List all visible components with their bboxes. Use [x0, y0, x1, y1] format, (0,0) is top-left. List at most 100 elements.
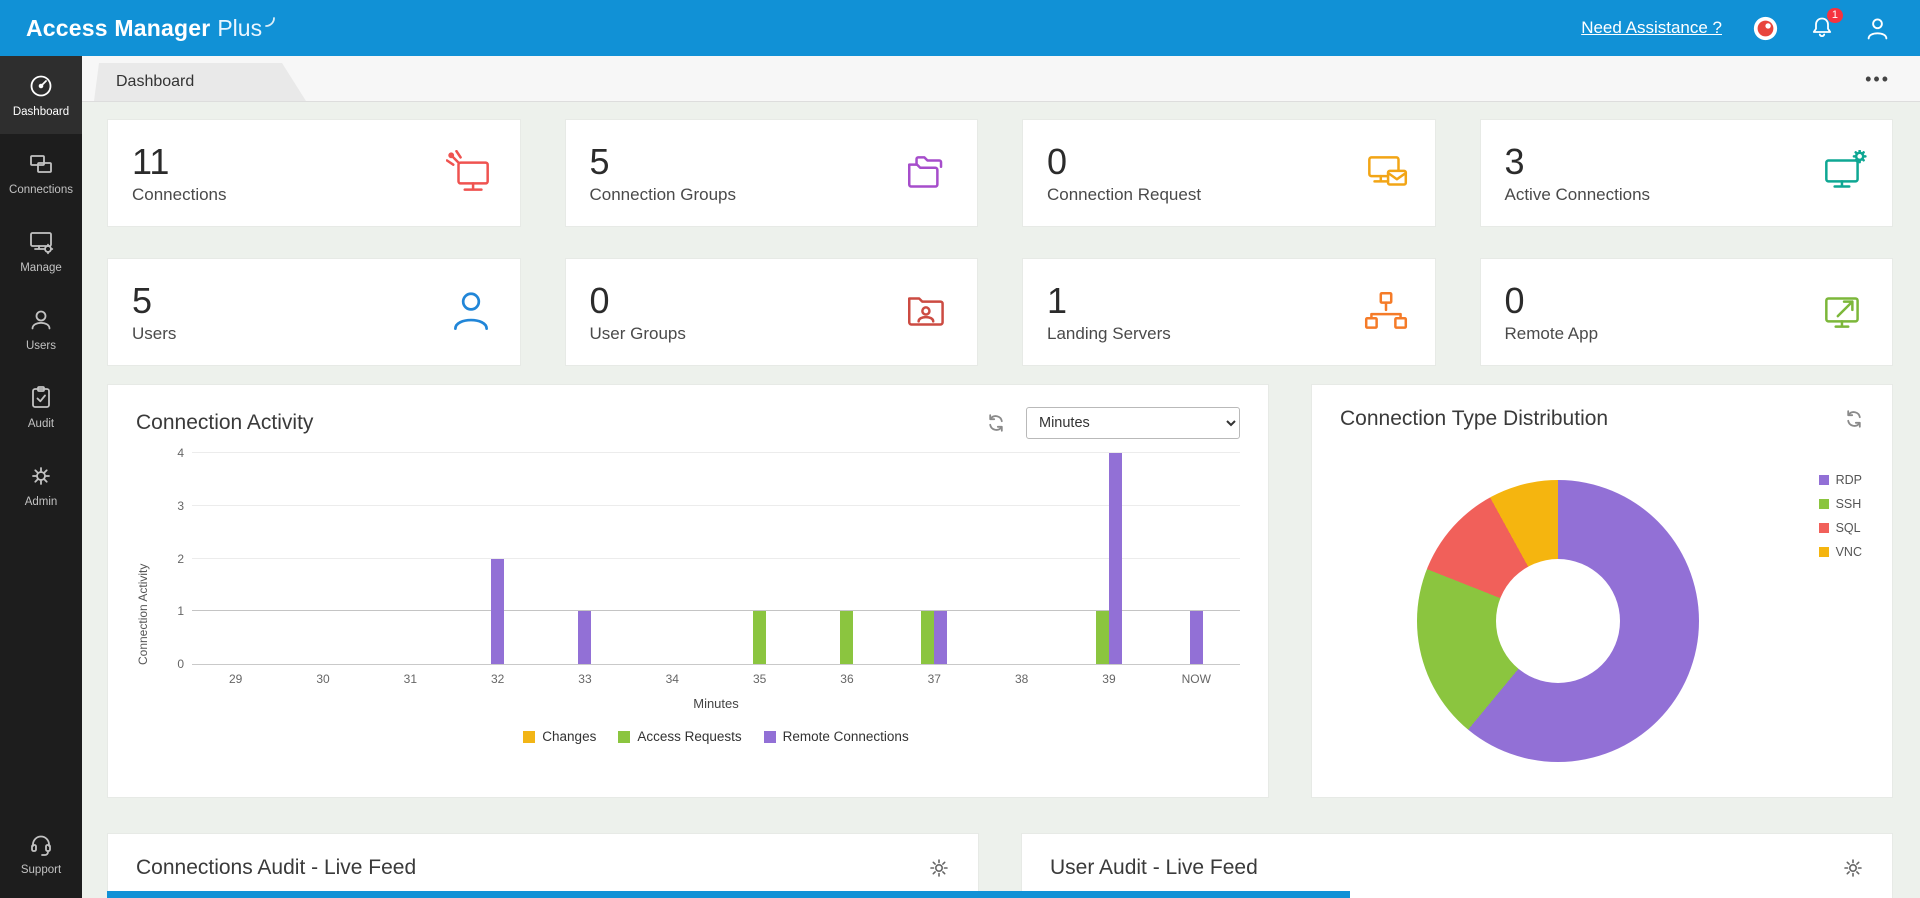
sidebar-item-label: Dashboard	[12, 105, 70, 118]
feed-settings-gear-icon[interactable]	[928, 857, 950, 879]
bar-group	[454, 453, 541, 664]
stat-label: Active Connections	[1504, 185, 1651, 205]
users-nav-icon	[28, 307, 54, 333]
legend-label: SQL	[1835, 521, 1861, 535]
connection-request-icon	[1361, 150, 1411, 196]
bar-access-requests	[753, 611, 767, 664]
legend-label: RDP	[1835, 473, 1862, 487]
distribution-panel-title: Connection Type Distribution	[1340, 407, 1609, 430]
stats-grid: 11 Connections 5 Connection Groups	[108, 120, 1892, 365]
sidebar-item-dashboard[interactable]: Dashboard	[0, 56, 82, 134]
tab-dashboard[interactable]: Dashboard	[94, 63, 306, 101]
sidebar-item-audit[interactable]: Audit	[0, 368, 82, 446]
bar-group	[1153, 453, 1240, 664]
notifications-bell-icon[interactable]: 1	[1809, 8, 1843, 41]
bar-group	[803, 453, 890, 664]
refresh-icon[interactable]	[1844, 409, 1864, 429]
bar-group	[541, 453, 628, 664]
legend-swatch	[1818, 523, 1829, 533]
tab-label: Dashboard	[116, 73, 195, 90]
x-tick-label: NOW	[1181, 672, 1211, 686]
stat-card-active-connections[interactable]: 3 Active Connections	[1480, 120, 1892, 226]
stat-card-landing-servers[interactable]: 1 Landing Servers	[1023, 259, 1435, 365]
sidebar-item-support[interactable]: Support	[0, 814, 82, 892]
stat-value: 3	[1504, 140, 1525, 182]
legend-item: SQL	[1818, 521, 1862, 535]
user-profile-icon[interactable]	[1865, 16, 1890, 41]
stat-card-connections[interactable]: 11 Connections	[108, 120, 520, 226]
brand-suffix: Plus	[217, 14, 263, 41]
bar-group	[891, 453, 978, 664]
feed-title: Connections Audit - Live Feed	[136, 856, 417, 879]
bar-access-requests	[921, 611, 935, 664]
activity-legend: Changes Access Requests Remote Connections	[192, 729, 1240, 744]
dashboard-content: 11 Connections 5 Connection Groups	[82, 102, 1920, 898]
sidebar-item-label: Manage	[20, 261, 62, 274]
feed-settings-gear-icon[interactable]	[1842, 857, 1864, 879]
x-tick-label: 35	[752, 672, 767, 686]
bar-remote-connections	[1189, 611, 1203, 664]
stat-card-connection-request[interactable]: 0 Connection Request	[1023, 120, 1435, 226]
bar-group	[367, 453, 454, 664]
legend-swatch	[523, 730, 536, 743]
legend-swatch	[618, 730, 631, 743]
users-icon	[446, 289, 496, 335]
gridline	[192, 610, 1240, 612]
x-tick-label: 30	[316, 672, 330, 686]
gridline	[192, 452, 1240, 453]
brand-name: Access Manager	[26, 14, 211, 41]
x-tick-label: 29	[228, 672, 243, 686]
whats-new-icon[interactable]	[1752, 15, 1779, 42]
refresh-icon[interactable]	[986, 413, 1006, 433]
activity-x-labels: 29 30 31 32 33 34 35 36 37 38 39 NOW	[192, 672, 1240, 686]
x-tick-label: 33	[578, 672, 592, 686]
legend-label: SSH	[1835, 497, 1862, 511]
bar-remote-connections	[491, 558, 505, 664]
legend-swatch	[1818, 499, 1829, 509]
legend-swatch	[1818, 475, 1829, 485]
stat-card-remote-app[interactable]: 0 Remote App	[1480, 259, 1892, 365]
interval-select[interactable]: Minutes	[1026, 407, 1240, 439]
bar-group	[716, 453, 803, 664]
stat-value: 0	[1047, 140, 1068, 182]
x-tick-label: 31	[403, 672, 417, 686]
y-tick-label: 0	[177, 657, 184, 671]
stat-label: Connection Request	[1047, 185, 1202, 205]
stat-card-connection-groups[interactable]: 5 Connection Groups	[565, 120, 977, 226]
app-logo: Access Manager Plus	[26, 15, 276, 42]
sidebar-item-label: Support	[20, 863, 62, 876]
stat-value: 1	[1047, 279, 1068, 321]
sidebar-item-users[interactable]: Users	[0, 290, 82, 368]
horizontal-scrollbar[interactable]	[107, 891, 1350, 898]
connections-icon	[445, 150, 496, 196]
bar-remote-connections	[934, 611, 948, 664]
stat-label: Remote App	[1504, 324, 1599, 344]
topbar: Access Manager Plus Need Assistance ? 1	[0, 0, 1920, 56]
feed-title: User Audit - Live Feed	[1050, 856, 1258, 879]
support-headset-icon	[28, 831, 54, 857]
bar-group	[192, 453, 279, 664]
admin-gear-icon	[28, 463, 54, 489]
sidebar-item-connections[interactable]: Connections	[0, 134, 82, 212]
legend-item: Changes	[523, 729, 596, 744]
tab-overflow-menu[interactable]: •••	[1865, 68, 1890, 89]
stat-label: Landing Servers	[1047, 324, 1171, 344]
remote-app-icon	[1818, 289, 1868, 335]
need-assistance-link[interactable]: Need Assistance ?	[1581, 18, 1722, 37]
y-tick-label: 4	[177, 446, 184, 460]
stat-card-user-groups[interactable]: 0 User Groups	[565, 259, 977, 365]
legend-swatch	[1818, 547, 1829, 557]
connections-audit-feed-panel: Connections Audit - Live Feed	[108, 834, 978, 898]
stat-card-users[interactable]: 5 Users	[108, 259, 520, 365]
connection-groups-icon	[903, 150, 953, 196]
x-tick-label: 34	[665, 672, 679, 686]
sidebar-item-admin[interactable]: Admin	[0, 446, 82, 524]
sidebar-item-label: Audit	[27, 417, 55, 430]
audit-icon	[28, 385, 54, 411]
donut-hole	[1495, 558, 1621, 684]
bar-access-requests	[840, 611, 854, 664]
stat-label: Users	[132, 324, 177, 344]
sidebar-item-label: Admin	[24, 495, 58, 508]
legend-label: Changes	[542, 729, 597, 744]
sidebar-item-manage[interactable]: Manage	[0, 212, 82, 290]
